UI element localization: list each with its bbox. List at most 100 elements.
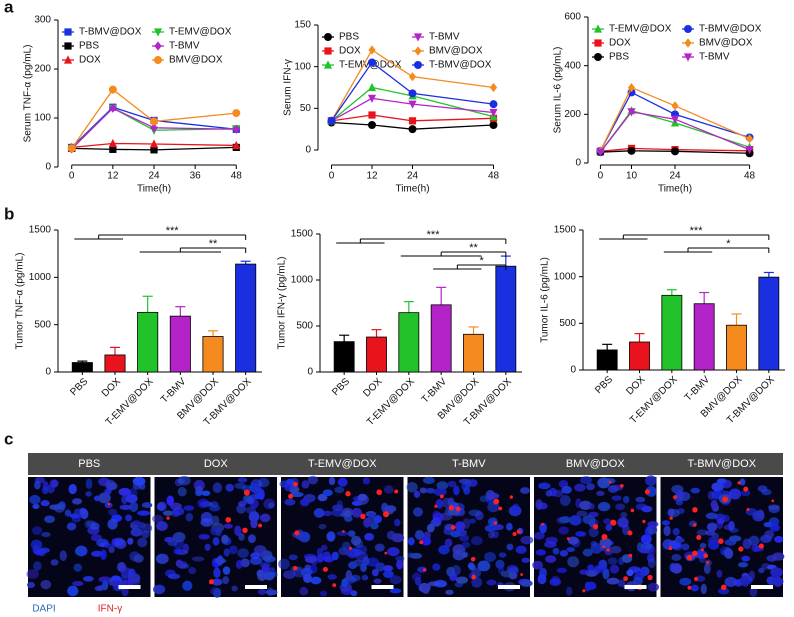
legend-marker [414, 61, 422, 69]
nucleus [647, 557, 656, 569]
y-tick-label: 0 [45, 162, 51, 173]
marker [367, 82, 377, 92]
nucleus [215, 527, 222, 537]
bar [596, 349, 618, 371]
series-line [71, 88, 237, 149]
nucleus [98, 492, 111, 504]
nucleus [728, 520, 735, 531]
marker [67, 144, 76, 153]
ifn-signal [242, 527, 248, 534]
nucleus [409, 552, 423, 559]
ifn-signal [566, 537, 570, 541]
nucleus [152, 584, 166, 595]
nucleus [235, 559, 243, 569]
nucleus [322, 489, 333, 497]
nucleus [195, 485, 203, 495]
nucleus [426, 523, 435, 533]
y-tick-label: 200 [34, 64, 51, 75]
legend-marker [153, 28, 163, 37]
legend-label: DOX [609, 38, 631, 49]
significance: ** [209, 238, 218, 250]
legend-label: DOX [339, 46, 361, 57]
nucleus [124, 514, 133, 522]
nucleus [696, 529, 708, 536]
y-tick-label: 150 [294, 20, 311, 31]
significance: * [726, 238, 731, 250]
nucleus [561, 485, 572, 494]
nucleus [438, 544, 450, 555]
nucleus [520, 535, 534, 545]
nucleus [319, 590, 328, 597]
bar [169, 315, 191, 373]
nucleus [394, 518, 401, 527]
nucleus [774, 535, 784, 543]
nucleus [456, 576, 469, 584]
nucleus [236, 504, 247, 514]
legend-label: BMV@DOX [169, 55, 223, 66]
nucleus [690, 584, 699, 592]
series-line [330, 49, 494, 122]
nucleus [669, 508, 680, 518]
marker [368, 58, 376, 67]
nucleus [647, 582, 660, 592]
ifn-signal [692, 507, 698, 513]
nucleus [432, 512, 444, 523]
nucleus [671, 541, 683, 551]
x-tick-label: T-BMV [159, 376, 189, 406]
marker [109, 103, 117, 113]
nucleus [609, 564, 620, 574]
legend-marker [684, 25, 692, 33]
nucleus [606, 577, 620, 585]
nucleus [635, 496, 646, 503]
nucleus [626, 569, 634, 577]
nucleus [425, 487, 436, 494]
nucleus [552, 489, 564, 498]
scale-bar [624, 585, 647, 589]
nucleus [647, 521, 659, 528]
nucleus [112, 582, 123, 592]
ifn-signal [348, 546, 352, 550]
nucleus [152, 514, 164, 523]
nucleus [671, 554, 682, 561]
nucleus [64, 509, 72, 517]
nucleus [605, 523, 613, 532]
nucleus [477, 560, 491, 572]
bar [463, 333, 484, 373]
ifn-signal [718, 538, 724, 544]
nucleus [68, 483, 77, 495]
nucleus [615, 503, 626, 511]
x-tick-label: 24 [148, 171, 160, 182]
nucleus [590, 540, 598, 547]
series-line [331, 86, 494, 122]
series-line [331, 97, 494, 122]
nucleus [237, 548, 249, 558]
significance: ** [469, 242, 478, 254]
nucleus [223, 548, 230, 557]
nucleus [520, 579, 533, 587]
marker [408, 89, 417, 98]
marker [408, 125, 417, 134]
y-tick-label: 50 [300, 103, 312, 114]
nucleus [458, 478, 470, 484]
nucleus [497, 563, 504, 574]
legend-marker [593, 24, 603, 33]
nucleus [498, 552, 507, 558]
marker [670, 115, 680, 124]
ifn-signal [627, 530, 633, 536]
ifn-signal [288, 493, 294, 499]
legend-label: T-BMV [429, 32, 460, 43]
marker [150, 117, 158, 126]
y-tick-label: 200 [564, 109, 581, 120]
y-tick-label: 1500 [291, 229, 314, 240]
nucleus [444, 538, 453, 548]
nucleus [85, 478, 93, 489]
nucleus [237, 477, 248, 483]
nucleus [538, 567, 547, 578]
nucleus [317, 493, 328, 502]
nucleus [71, 498, 83, 505]
nucleus [462, 518, 471, 530]
legend-label: T-BMV@DOX [79, 27, 142, 38]
marker [489, 108, 498, 118]
nucleus [248, 511, 260, 522]
bar [758, 276, 780, 371]
